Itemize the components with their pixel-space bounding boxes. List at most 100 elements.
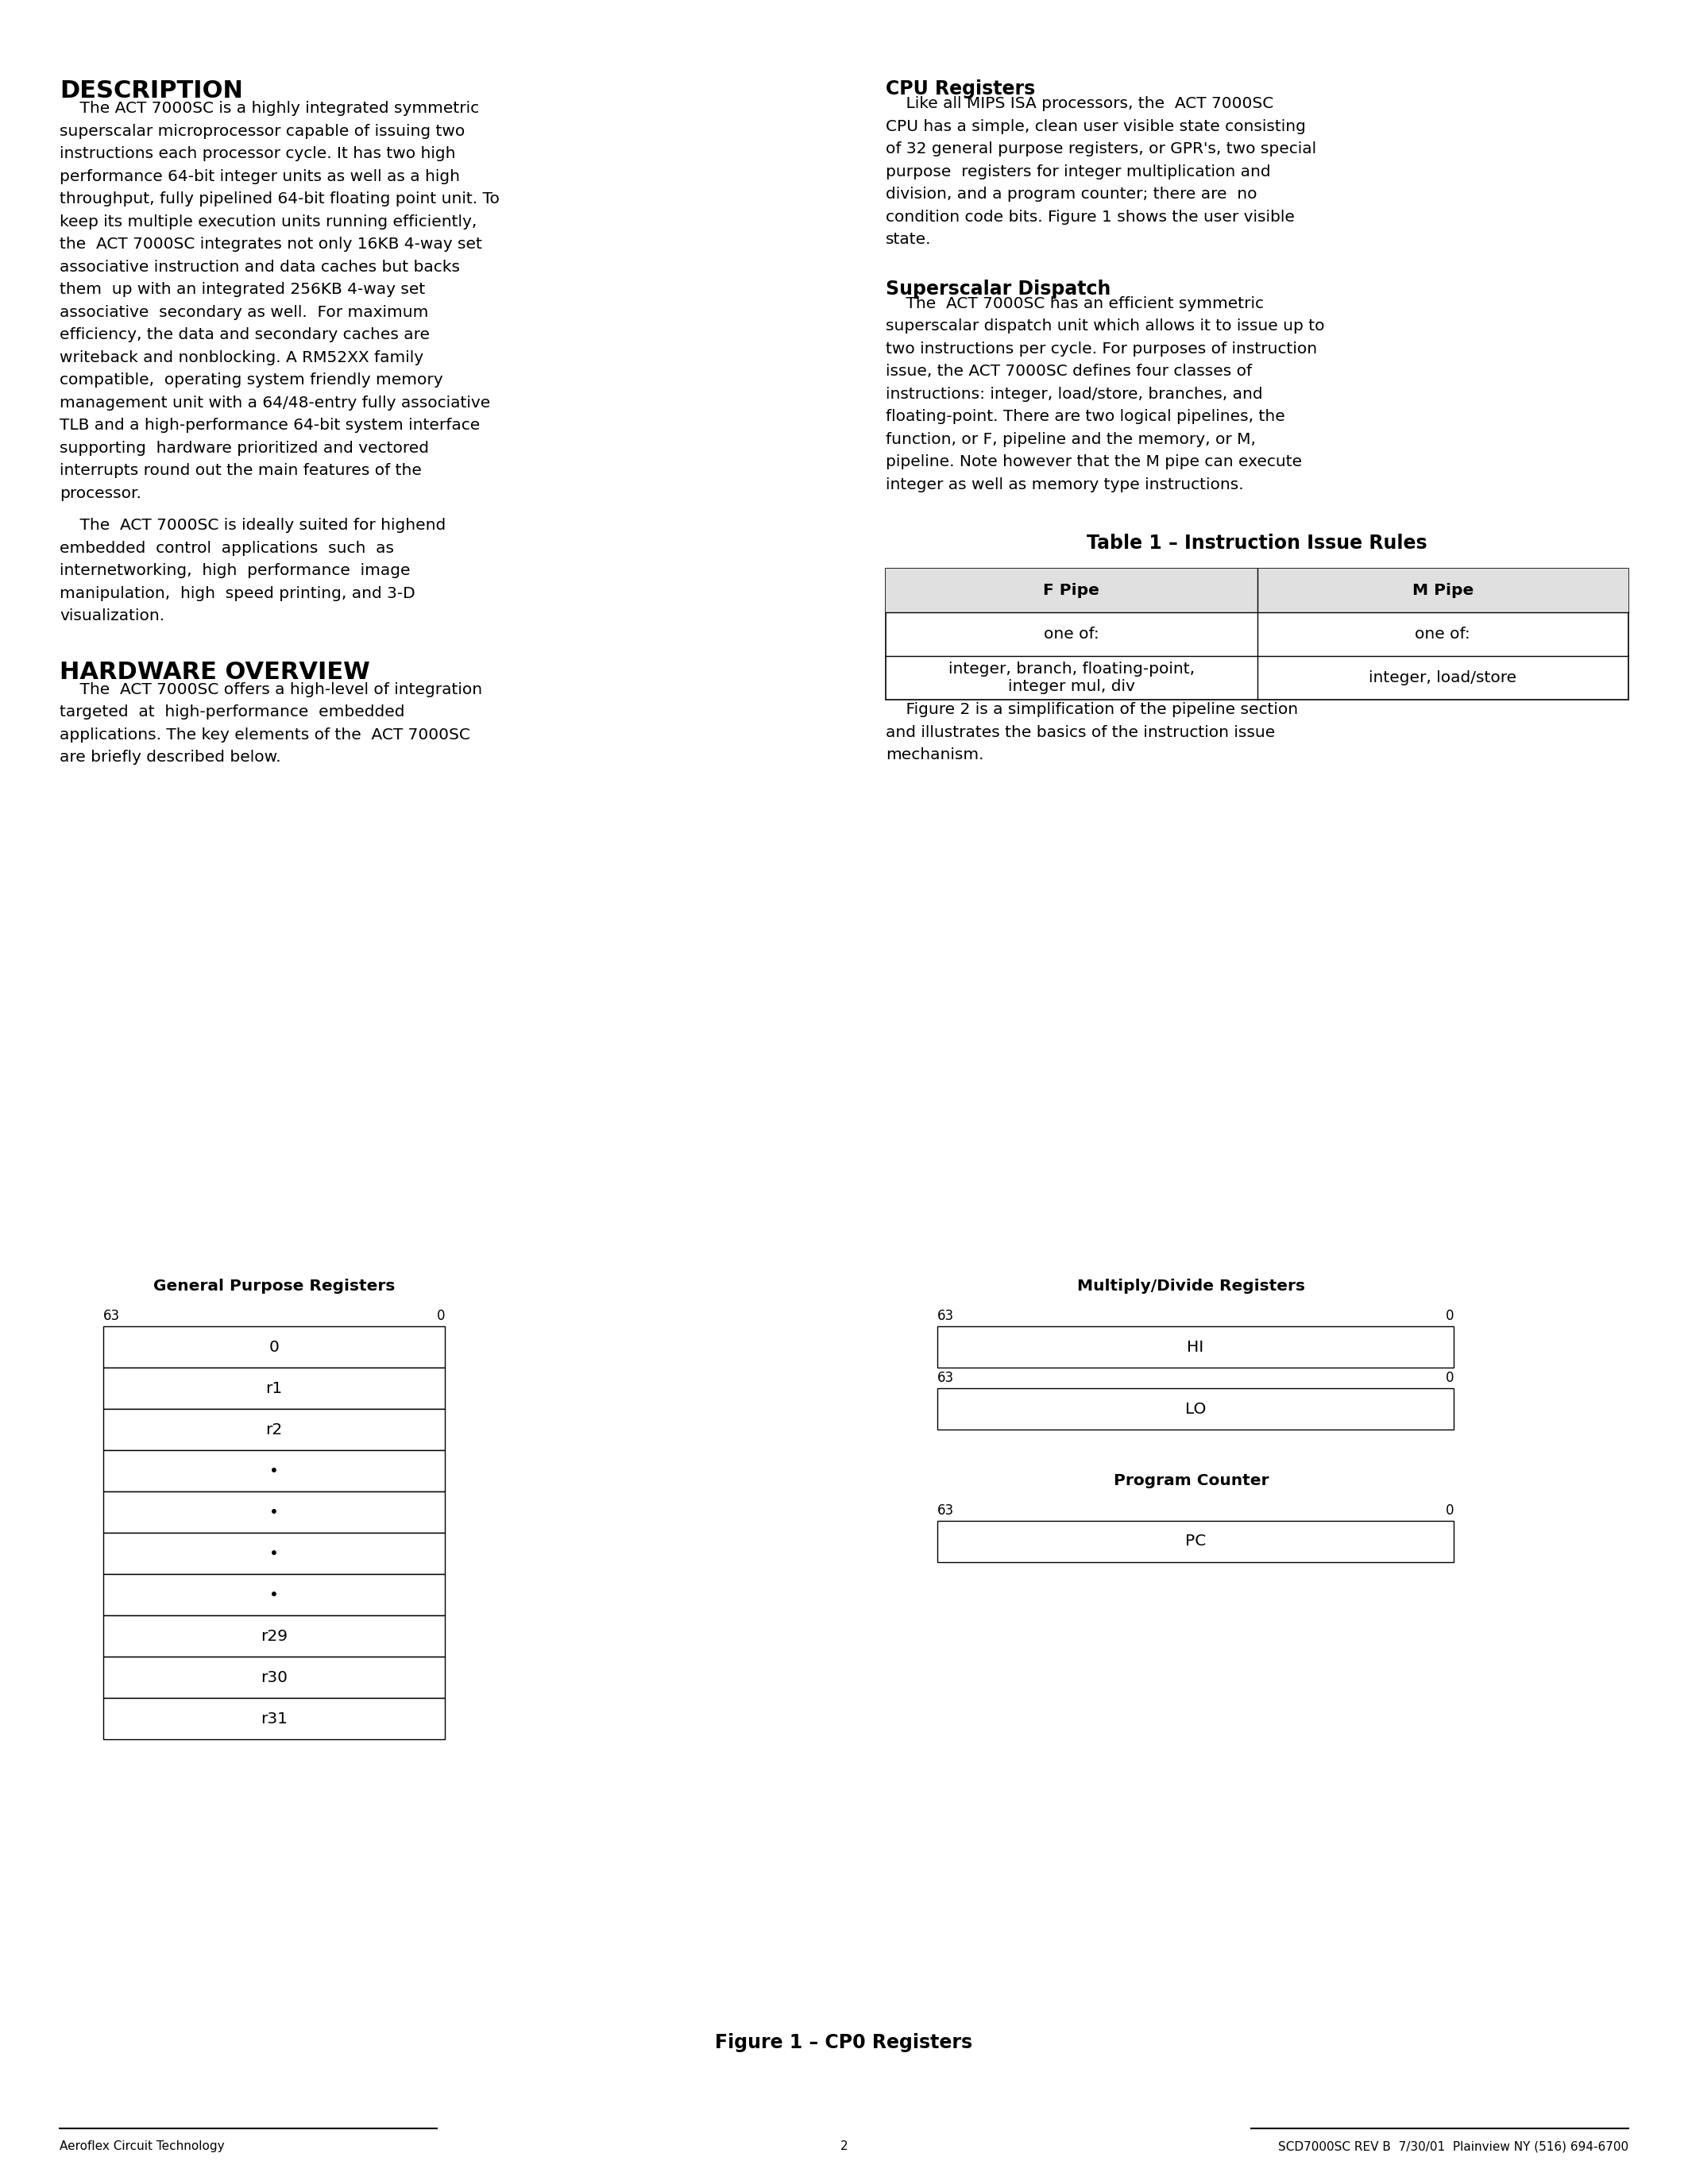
Text: division, and a program counter; there are  no: division, and a program counter; there a… — [886, 186, 1258, 201]
Text: integer, load/store: integer, load/store — [1369, 670, 1518, 686]
Text: one of:: one of: — [1043, 627, 1099, 642]
Text: 0: 0 — [1445, 1372, 1453, 1385]
Text: superscalar microprocessor capable of issuing two: superscalar microprocessor capable of is… — [59, 124, 464, 138]
Text: 2: 2 — [841, 2140, 847, 2151]
Text: 63: 63 — [937, 1308, 954, 1324]
Text: compatible,  operating system friendly memory: compatible, operating system friendly me… — [59, 373, 442, 387]
Bar — [103, 1658, 446, 1697]
Text: Aeroflex Circuit Technology: Aeroflex Circuit Technology — [59, 2140, 225, 2151]
Text: visualization.: visualization. — [59, 609, 164, 622]
Text: 0: 0 — [437, 1308, 446, 1324]
Text: SCD7000SC REV B  7/30/01  Plainview NY (516) 694-6700: SCD7000SC REV B 7/30/01 Plainview NY (51… — [1278, 2140, 1629, 2151]
Text: r29: r29 — [260, 1629, 287, 1645]
Text: CPU has a simple, clean user visible state consisting: CPU has a simple, clean user visible sta… — [886, 118, 1307, 133]
Bar — [103, 1616, 446, 1658]
Text: LO: LO — [1185, 1402, 1205, 1417]
Text: General Purpose Registers: General Purpose Registers — [154, 1278, 395, 1293]
Text: instructions each processor cycle. It has two high: instructions each processor cycle. It ha… — [59, 146, 456, 162]
Text: function, or F, pipeline and the memory, or M,: function, or F, pipeline and the memory,… — [886, 432, 1256, 448]
Text: targeted  at  high-performance  embedded: targeted at high-performance embedded — [59, 705, 405, 719]
Bar — [937, 1389, 1453, 1431]
Text: state.: state. — [886, 232, 932, 247]
Bar — [103, 1575, 446, 1616]
Text: The ACT 7000SC is a highly integrated symmetric: The ACT 7000SC is a highly integrated sy… — [59, 100, 479, 116]
Text: keep its multiple execution units running efficiently,: keep its multiple execution units runnin… — [59, 214, 478, 229]
Text: integer as well as memory type instructions.: integer as well as memory type instructi… — [886, 476, 1244, 491]
Text: performance 64-bit integer units as well as a high: performance 64-bit integer units as well… — [59, 168, 459, 183]
Text: Table 1 – Instruction Issue Rules: Table 1 – Instruction Issue Rules — [1087, 533, 1428, 553]
Text: CPU Registers: CPU Registers — [886, 79, 1035, 98]
Bar — [103, 1492, 446, 1533]
Text: internetworking,  high  performance  image: internetworking, high performance image — [59, 563, 410, 579]
Text: 63: 63 — [937, 1503, 954, 1518]
Text: them  up with an integrated 256KB 4-way set: them up with an integrated 256KB 4-way s… — [59, 282, 425, 297]
Text: r31: r31 — [260, 1710, 287, 1725]
Text: Program Counter: Program Counter — [1114, 1474, 1269, 1487]
Text: management unit with a 64/48-entry fully associative: management unit with a 64/48-entry fully… — [59, 395, 490, 411]
Text: 63: 63 — [103, 1308, 120, 1324]
Bar — [103, 1409, 446, 1450]
Text: HI: HI — [1187, 1339, 1204, 1354]
Text: floating-point. There are two logical pipelines, the: floating-point. There are two logical pi… — [886, 408, 1285, 424]
Text: 0: 0 — [1445, 1308, 1453, 1324]
Text: throughput, fully pipelined 64-bit floating point unit. To: throughput, fully pipelined 64-bit float… — [59, 192, 500, 207]
Text: are briefly described below.: are briefly described below. — [59, 749, 280, 764]
Text: 63: 63 — [937, 1372, 954, 1385]
Bar — [103, 1450, 446, 1492]
Text: The  ACT 7000SC offers a high-level of integration: The ACT 7000SC offers a high-level of in… — [59, 681, 483, 697]
Text: supporting  hardware prioritized and vectored: supporting hardware prioritized and vect… — [59, 441, 429, 456]
Bar — [103, 1533, 446, 1575]
Text: Superscalar Dispatch: Superscalar Dispatch — [886, 280, 1111, 299]
Text: PC: PC — [1185, 1533, 1205, 1548]
Text: Figure 2 is a simplification of the pipeline section: Figure 2 is a simplification of the pipe… — [886, 701, 1298, 716]
Text: instructions: integer, load/store, branches, and: instructions: integer, load/store, branc… — [886, 387, 1263, 402]
Text: interrupts round out the main features of the: interrupts round out the main features o… — [59, 463, 422, 478]
Text: HARDWARE OVERVIEW: HARDWARE OVERVIEW — [59, 660, 370, 684]
Text: efficiency, the data and secondary caches are: efficiency, the data and secondary cache… — [59, 328, 430, 343]
Text: associative  secondary as well.  For maximum: associative secondary as well. For maxim… — [59, 304, 429, 319]
Text: The  ACT 7000SC is ideally suited for highend: The ACT 7000SC is ideally suited for hig… — [59, 518, 446, 533]
Text: Figure 1 – CP0 Registers: Figure 1 – CP0 Registers — [716, 2033, 972, 2053]
Text: associative instruction and data caches but backs: associative instruction and data caches … — [59, 260, 459, 275]
Text: TLB and a high-performance 64-bit system interface: TLB and a high-performance 64-bit system… — [59, 417, 479, 432]
Text: M Pipe: M Pipe — [1413, 583, 1474, 598]
Text: •: • — [270, 1463, 279, 1479]
Bar — [103, 1367, 446, 1409]
Text: issue, the ACT 7000SC defines four classes of: issue, the ACT 7000SC defines four class… — [886, 365, 1252, 378]
Text: •: • — [270, 1588, 279, 1603]
Text: purpose  registers for integer multiplication and: purpose registers for integer multiplica… — [886, 164, 1271, 179]
Text: 0: 0 — [1445, 1503, 1453, 1518]
Bar — [937, 1326, 1453, 1367]
Text: 0: 0 — [268, 1339, 279, 1354]
Text: superscalar dispatch unit which allows it to issue up to: superscalar dispatch unit which allows i… — [886, 319, 1325, 334]
Text: applications. The key elements of the  ACT 7000SC: applications. The key elements of the AC… — [59, 727, 471, 743]
Text: r2: r2 — [265, 1422, 282, 1437]
Text: condition code bits. Figure 1 shows the user visible: condition code bits. Figure 1 shows the … — [886, 210, 1295, 225]
Text: mechanism.: mechanism. — [886, 747, 984, 762]
Text: Multiply/Divide Registers: Multiply/Divide Registers — [1077, 1278, 1305, 1293]
Text: one of:: one of: — [1415, 627, 1470, 642]
Text: F Pipe: F Pipe — [1043, 583, 1099, 598]
Text: The  ACT 7000SC has an efficient symmetric: The ACT 7000SC has an efficient symmetri… — [886, 295, 1264, 310]
Bar — [937, 1520, 1453, 1562]
Text: manipulation,  high  speed printing, and 3-D: manipulation, high speed printing, and 3… — [59, 585, 415, 601]
Text: r1: r1 — [265, 1380, 282, 1396]
Bar — [886, 568, 1629, 612]
Bar — [103, 1326, 446, 1367]
Text: Like all MIPS ISA processors, the  ACT 7000SC: Like all MIPS ISA processors, the ACT 70… — [886, 96, 1273, 111]
Text: •: • — [270, 1546, 279, 1562]
Text: the  ACT 7000SC integrates not only 16KB 4-way set: the ACT 7000SC integrates not only 16KB … — [59, 236, 483, 251]
Text: r30: r30 — [260, 1671, 287, 1684]
Text: embedded  control  applications  such  as: embedded control applications such as — [59, 539, 393, 555]
Bar — [103, 1697, 446, 1738]
Text: processor.: processor. — [59, 485, 142, 500]
Text: writeback and nonblocking. A RM52XX family: writeback and nonblocking. A RM52XX fami… — [59, 349, 424, 365]
Text: and illustrates the basics of the instruction issue: and illustrates the basics of the instru… — [886, 725, 1274, 740]
Text: pipeline. Note however that the M pipe can execute: pipeline. Note however that the M pipe c… — [886, 454, 1301, 470]
Text: DESCRIPTION: DESCRIPTION — [59, 79, 243, 103]
Text: integer, branch, floating-point,
integer mul, div: integer, branch, floating-point, integer… — [949, 662, 1195, 695]
Text: of 32 general purpose registers, or GPR's, two special: of 32 general purpose registers, or GPR'… — [886, 142, 1317, 157]
Text: •: • — [270, 1505, 279, 1520]
Bar — [886, 568, 1629, 699]
Text: two instructions per cycle. For purposes of instruction: two instructions per cycle. For purposes… — [886, 341, 1317, 356]
